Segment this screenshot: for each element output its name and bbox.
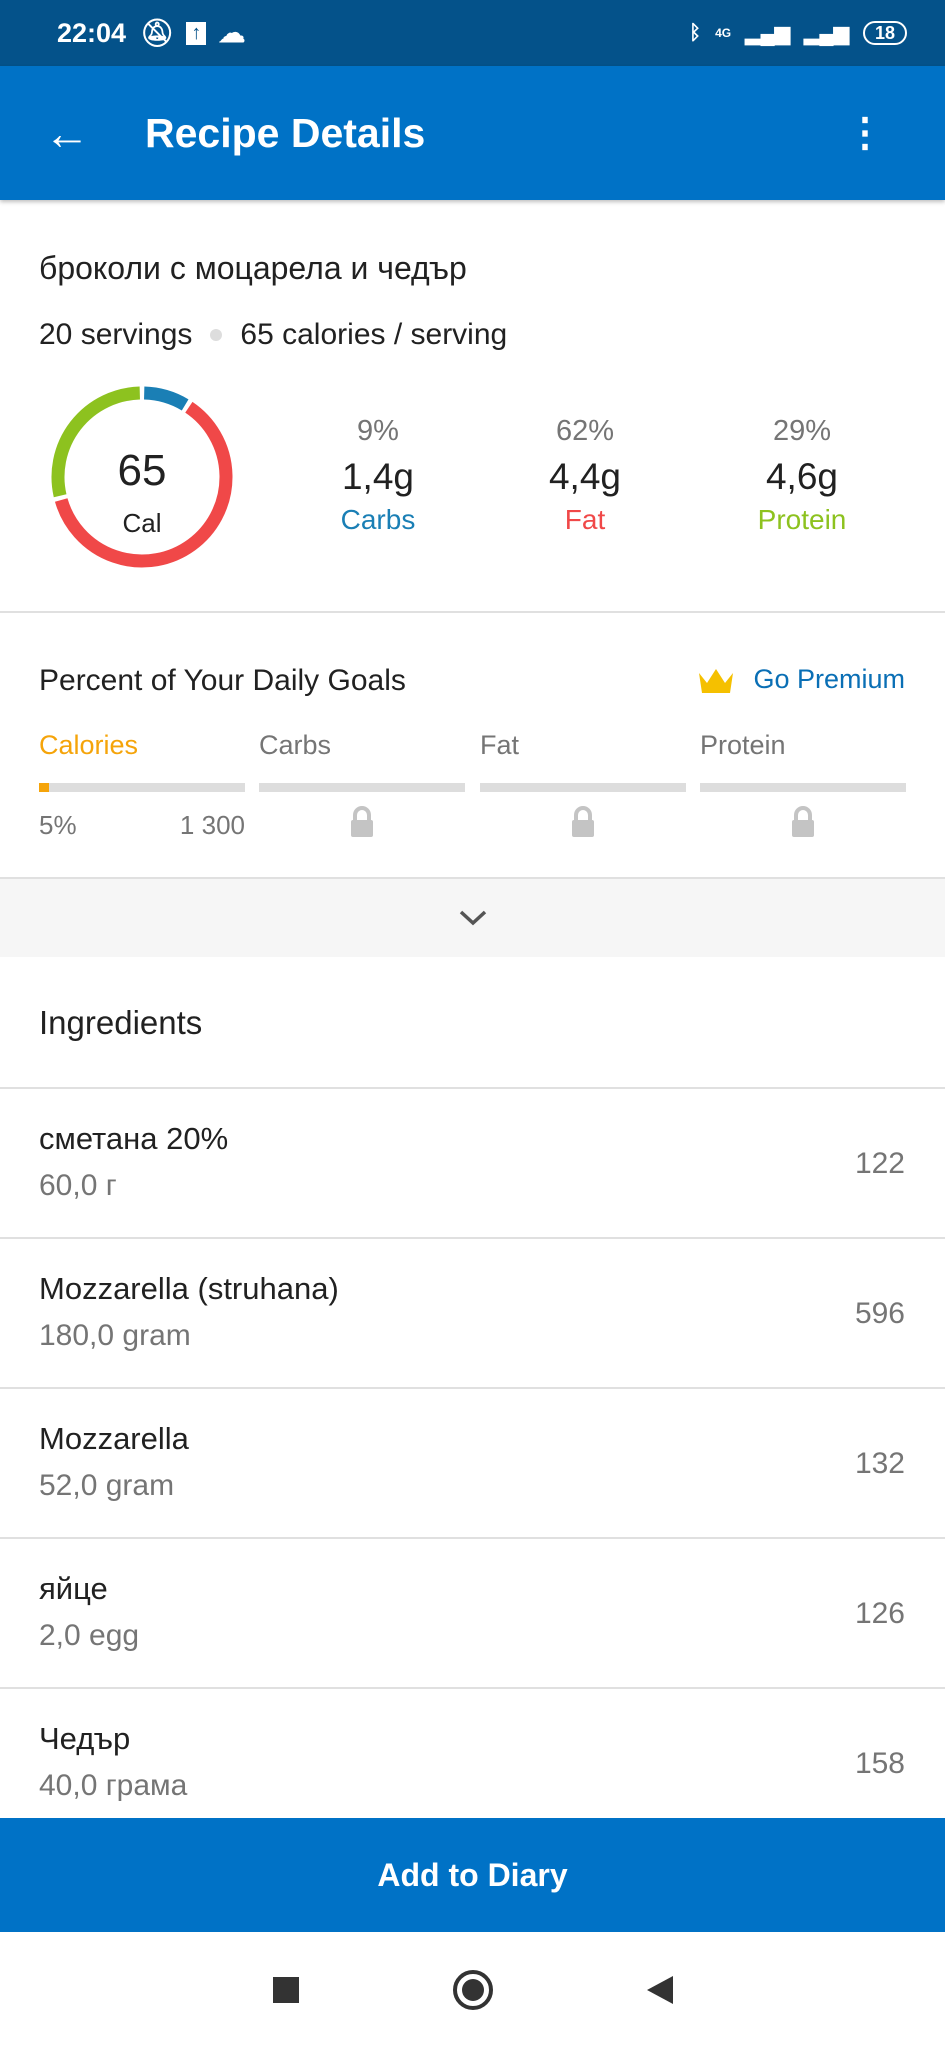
macro-label: Fat bbox=[564, 504, 606, 535]
status-bar: 22:04 🔕︎ ↑ ☁ ᛒ 4G ▂▄▆ ▂▄▆ 18 bbox=[0, 0, 945, 66]
calorie-label: Cal bbox=[122, 508, 161, 538]
macro-percent: 62% bbox=[555, 415, 615, 447]
ingredient-row[interactable]: яйце 2,0 egg 126 bbox=[0, 1537, 945, 1687]
goal-fat: Fat bbox=[480, 730, 686, 838]
macro-grams: 4,4g bbox=[548, 456, 621, 497]
ingredient-row[interactable]: сметана 20% 60,0 г 122 bbox=[0, 1087, 945, 1237]
separator-dot bbox=[210, 329, 223, 341]
back-icon[interactable] bbox=[645, 1974, 675, 2006]
ring-segment-fat bbox=[54, 401, 233, 568]
divider bbox=[0, 877, 945, 879]
upload-icon: ↑ bbox=[186, 21, 207, 45]
system-nav-bar bbox=[0, 1932, 945, 2048]
divider bbox=[0, 611, 945, 613]
ingredient-name: яйце bbox=[39, 1571, 108, 1606]
macro-percent: 29% bbox=[772, 415, 832, 447]
goal-percent: 5% bbox=[39, 810, 77, 840]
macro-grams: 4,6g bbox=[765, 456, 838, 497]
page-title: Recipe Details bbox=[145, 109, 426, 156]
ingredient-calories: 122 bbox=[854, 1147, 905, 1180]
lock-icon bbox=[351, 806, 373, 837]
goal-protein: Protein bbox=[700, 730, 906, 838]
ingredient-calories: 132 bbox=[854, 1447, 905, 1480]
ring-segment-carbs bbox=[143, 386, 189, 411]
ingredient-calories: 596 bbox=[854, 1297, 905, 1330]
ingredient-name: Mozzarella (struhana) bbox=[39, 1271, 339, 1306]
ingredient-name: Mozzarella bbox=[39, 1421, 189, 1456]
goal-progress-bar bbox=[259, 783, 465, 792]
add-to-diary-button[interactable]: Add to Diary bbox=[0, 1818, 945, 1932]
goal-progress-fill bbox=[39, 783, 50, 792]
goal-label: Protein bbox=[700, 730, 786, 760]
back-arrow-icon[interactable]: ← bbox=[44, 107, 90, 159]
ingredient-quantity: 2,0 egg bbox=[39, 1619, 140, 1652]
expand-button[interactable] bbox=[0, 879, 945, 957]
recipe-meta: 20 servings 65 calories / serving bbox=[39, 318, 507, 352]
ingredient-quantity: 180,0 gram bbox=[39, 1319, 191, 1352]
ingredient-quantity: 52,0 gram bbox=[39, 1469, 175, 1502]
ingredient-calories: 158 bbox=[854, 1747, 905, 1780]
goal-carbs: Carbs bbox=[259, 730, 465, 838]
macro-protein: 29% 4,6g Protein bbox=[712, 415, 892, 536]
macro-label: Protein bbox=[757, 504, 847, 535]
clock: 22:04 bbox=[57, 17, 127, 48]
macro-label: Carbs bbox=[340, 504, 416, 535]
battery-icon: 18 bbox=[862, 21, 907, 45]
goal-label: Calories bbox=[39, 730, 139, 760]
ring-segment-protein bbox=[51, 386, 141, 498]
home-icon[interactable] bbox=[451, 1968, 495, 2012]
ingredients-heading: Ingredients bbox=[39, 1004, 203, 1041]
chevron-down-icon bbox=[459, 910, 486, 926]
calorie-ring: 65 Cal bbox=[51, 386, 233, 568]
macro-fat: 62% 4,4g Fat bbox=[495, 415, 675, 536]
bluetooth-icon: ᛒ bbox=[689, 21, 702, 44]
recents-icon[interactable] bbox=[271, 1975, 301, 2005]
signal-icon: ▂▄▆ bbox=[745, 22, 791, 45]
go-premium-label: Go Premium bbox=[753, 664, 905, 694]
macro-grams: 1,4g bbox=[341, 456, 414, 497]
goal-label: Carbs bbox=[259, 730, 332, 760]
calories-per-serving: 65 calories / serving bbox=[240, 318, 508, 351]
ingredient-calories: 126 bbox=[854, 1597, 905, 1630]
recipe-name: броколи с моцарела и чедър bbox=[39, 250, 467, 286]
ingredient-quantity: 40,0 грама bbox=[39, 1769, 188, 1802]
ingredient-name: сметана 20% bbox=[39, 1121, 229, 1156]
macro-percent: 9% bbox=[357, 415, 399, 447]
mute-icon: 🔕︎ bbox=[140, 18, 175, 48]
goal-progress-bar bbox=[480, 783, 686, 792]
goal-label: Fat bbox=[480, 730, 520, 760]
ingredient-row[interactable]: Mozzarella (struhana) 180,0 gram 596 bbox=[0, 1237, 945, 1387]
goal-value: 1 300 bbox=[179, 810, 245, 840]
ingredient-quantity: 60,0 г bbox=[39, 1169, 117, 1202]
goal-progress-bar bbox=[39, 783, 245, 792]
lock-icon bbox=[572, 806, 594, 837]
lock-icon bbox=[792, 806, 814, 837]
calorie-value: 65 bbox=[118, 446, 167, 495]
crown-icon bbox=[699, 668, 734, 693]
ingredient-row[interactable]: Чедър 40,0 грама 158 bbox=[0, 1687, 945, 1837]
goal-progress-bar bbox=[700, 783, 906, 792]
network-type: 4G bbox=[715, 26, 732, 40]
ingredient-row[interactable]: Mozzarella 52,0 gram 132 bbox=[0, 1387, 945, 1537]
goal-calories: Calories 5% 1 300 bbox=[39, 730, 245, 841]
go-premium-link[interactable]: Go Premium bbox=[697, 664, 905, 695]
macro-carbs: 9% 1,4g Carbs bbox=[288, 415, 468, 536]
servings: 20 servings bbox=[39, 318, 193, 351]
app-bar: ← Recipe Details ⋮ bbox=[0, 66, 945, 200]
ingredient-name: Чедър bbox=[39, 1721, 131, 1756]
daily-goals-title: Percent of Your Daily Goals bbox=[39, 664, 406, 697]
signal-icon-2: ▂▄▆ bbox=[804, 22, 849, 45]
cloud-icon: ☁ bbox=[218, 17, 246, 48]
more-options-icon[interactable]: ⋮ bbox=[845, 111, 885, 155]
